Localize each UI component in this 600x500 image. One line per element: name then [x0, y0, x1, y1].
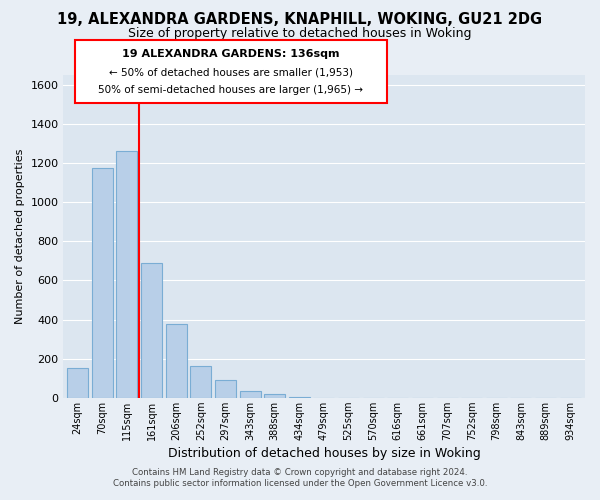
Bar [289, 397, 310, 398]
Bar [92, 168, 113, 398]
Bar [166, 324, 187, 398]
Text: 50% of semi-detached houses are larger (1,965) →: 50% of semi-detached houses are larger (… [98, 85, 364, 95]
Text: Size of property relative to detached houses in Woking: Size of property relative to detached ho… [128, 28, 472, 40]
Bar [67, 368, 88, 398]
Bar [215, 380, 236, 398]
Bar [239, 391, 260, 398]
Bar [116, 152, 137, 398]
Bar [190, 366, 211, 398]
Y-axis label: Number of detached properties: Number of detached properties [15, 148, 25, 324]
Text: ← 50% of detached houses are smaller (1,953): ← 50% of detached houses are smaller (1,… [109, 68, 353, 78]
Bar [264, 394, 285, 398]
Bar [141, 263, 162, 398]
Text: 19 ALEXANDRA GARDENS: 136sqm: 19 ALEXANDRA GARDENS: 136sqm [122, 49, 340, 59]
X-axis label: Distribution of detached houses by size in Woking: Distribution of detached houses by size … [167, 447, 480, 460]
Text: 19, ALEXANDRA GARDENS, KNAPHILL, WOKING, GU21 2DG: 19, ALEXANDRA GARDENS, KNAPHILL, WOKING,… [58, 12, 542, 28]
Text: Contains HM Land Registry data © Crown copyright and database right 2024.
Contai: Contains HM Land Registry data © Crown c… [113, 468, 487, 487]
